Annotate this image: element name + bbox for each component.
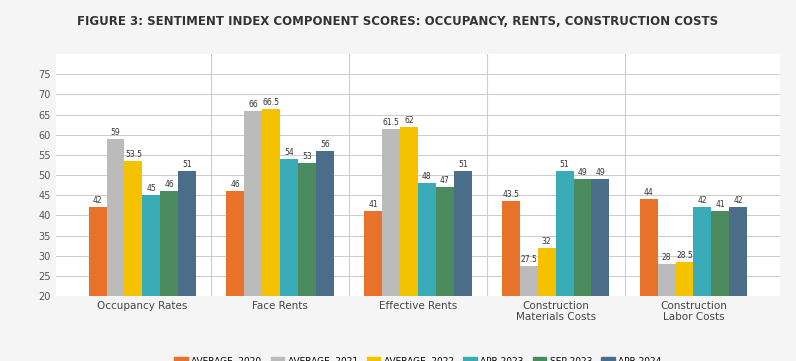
Bar (676, 262, 693, 361)
Bar (400, 127, 418, 361)
Bar (435, 187, 454, 361)
Text: 45: 45 (146, 184, 156, 193)
Bar (502, 201, 520, 361)
Text: 42: 42 (733, 196, 743, 205)
Text: 56: 56 (320, 140, 330, 149)
Text: 47: 47 (440, 176, 450, 185)
Text: 53.5: 53.5 (125, 150, 142, 159)
Text: 61.5: 61.5 (383, 118, 400, 127)
Bar (226, 191, 244, 361)
Bar (262, 109, 280, 361)
Bar (107, 139, 124, 361)
Bar (712, 211, 729, 361)
Bar (418, 183, 435, 361)
Text: 41: 41 (369, 200, 378, 209)
Bar (365, 211, 382, 361)
Text: 59: 59 (111, 128, 120, 137)
Text: 66.5: 66.5 (263, 97, 279, 106)
Text: 53: 53 (302, 152, 312, 161)
Text: 28: 28 (661, 253, 671, 262)
Text: 41: 41 (716, 200, 725, 209)
Text: 54: 54 (284, 148, 294, 157)
Bar (316, 151, 334, 361)
Bar (280, 159, 298, 361)
Text: 43.5: 43.5 (502, 190, 520, 199)
Text: 46: 46 (231, 180, 240, 189)
Bar (454, 171, 471, 361)
Text: 44: 44 (644, 188, 654, 197)
Bar (640, 199, 657, 361)
Text: 27.5: 27.5 (521, 255, 537, 264)
Bar (142, 195, 160, 361)
Text: 32: 32 (542, 236, 552, 245)
Bar (556, 171, 574, 361)
Text: 28.5: 28.5 (676, 251, 693, 260)
Text: 42: 42 (697, 196, 707, 205)
Bar (88, 207, 107, 361)
Bar (178, 171, 196, 361)
Bar (382, 129, 400, 361)
Bar (657, 264, 676, 361)
Bar (520, 266, 538, 361)
Text: 51: 51 (560, 160, 569, 169)
Text: FIGURE 3: SENTIMENT INDEX COMPONENT SCORES: OCCUPANCY, RENTS, CONSTRUCTION COSTS: FIGURE 3: SENTIMENT INDEX COMPONENT SCOR… (77, 15, 719, 28)
Bar (538, 248, 556, 361)
Bar (298, 163, 316, 361)
Bar (591, 179, 610, 361)
Text: 46: 46 (164, 180, 174, 189)
Text: 51: 51 (182, 160, 192, 169)
Bar (693, 207, 712, 361)
Text: 49: 49 (578, 168, 587, 177)
Bar (574, 179, 591, 361)
Text: 51: 51 (458, 160, 467, 169)
Bar (729, 207, 747, 361)
Bar (160, 191, 178, 361)
Text: 48: 48 (422, 172, 431, 181)
Text: 49: 49 (595, 168, 605, 177)
Legend: AVERAGE, 2020, AVERAGE, 2021, AVERAGE, 2022, APR 2023, SEP 2023, APR 2024: AVERAGE, 2020, AVERAGE, 2021, AVERAGE, 2… (170, 354, 665, 361)
Text: 66: 66 (248, 100, 258, 109)
Bar (124, 161, 142, 361)
Text: 42: 42 (93, 196, 103, 205)
Text: 62: 62 (404, 116, 414, 125)
Bar (244, 110, 262, 361)
